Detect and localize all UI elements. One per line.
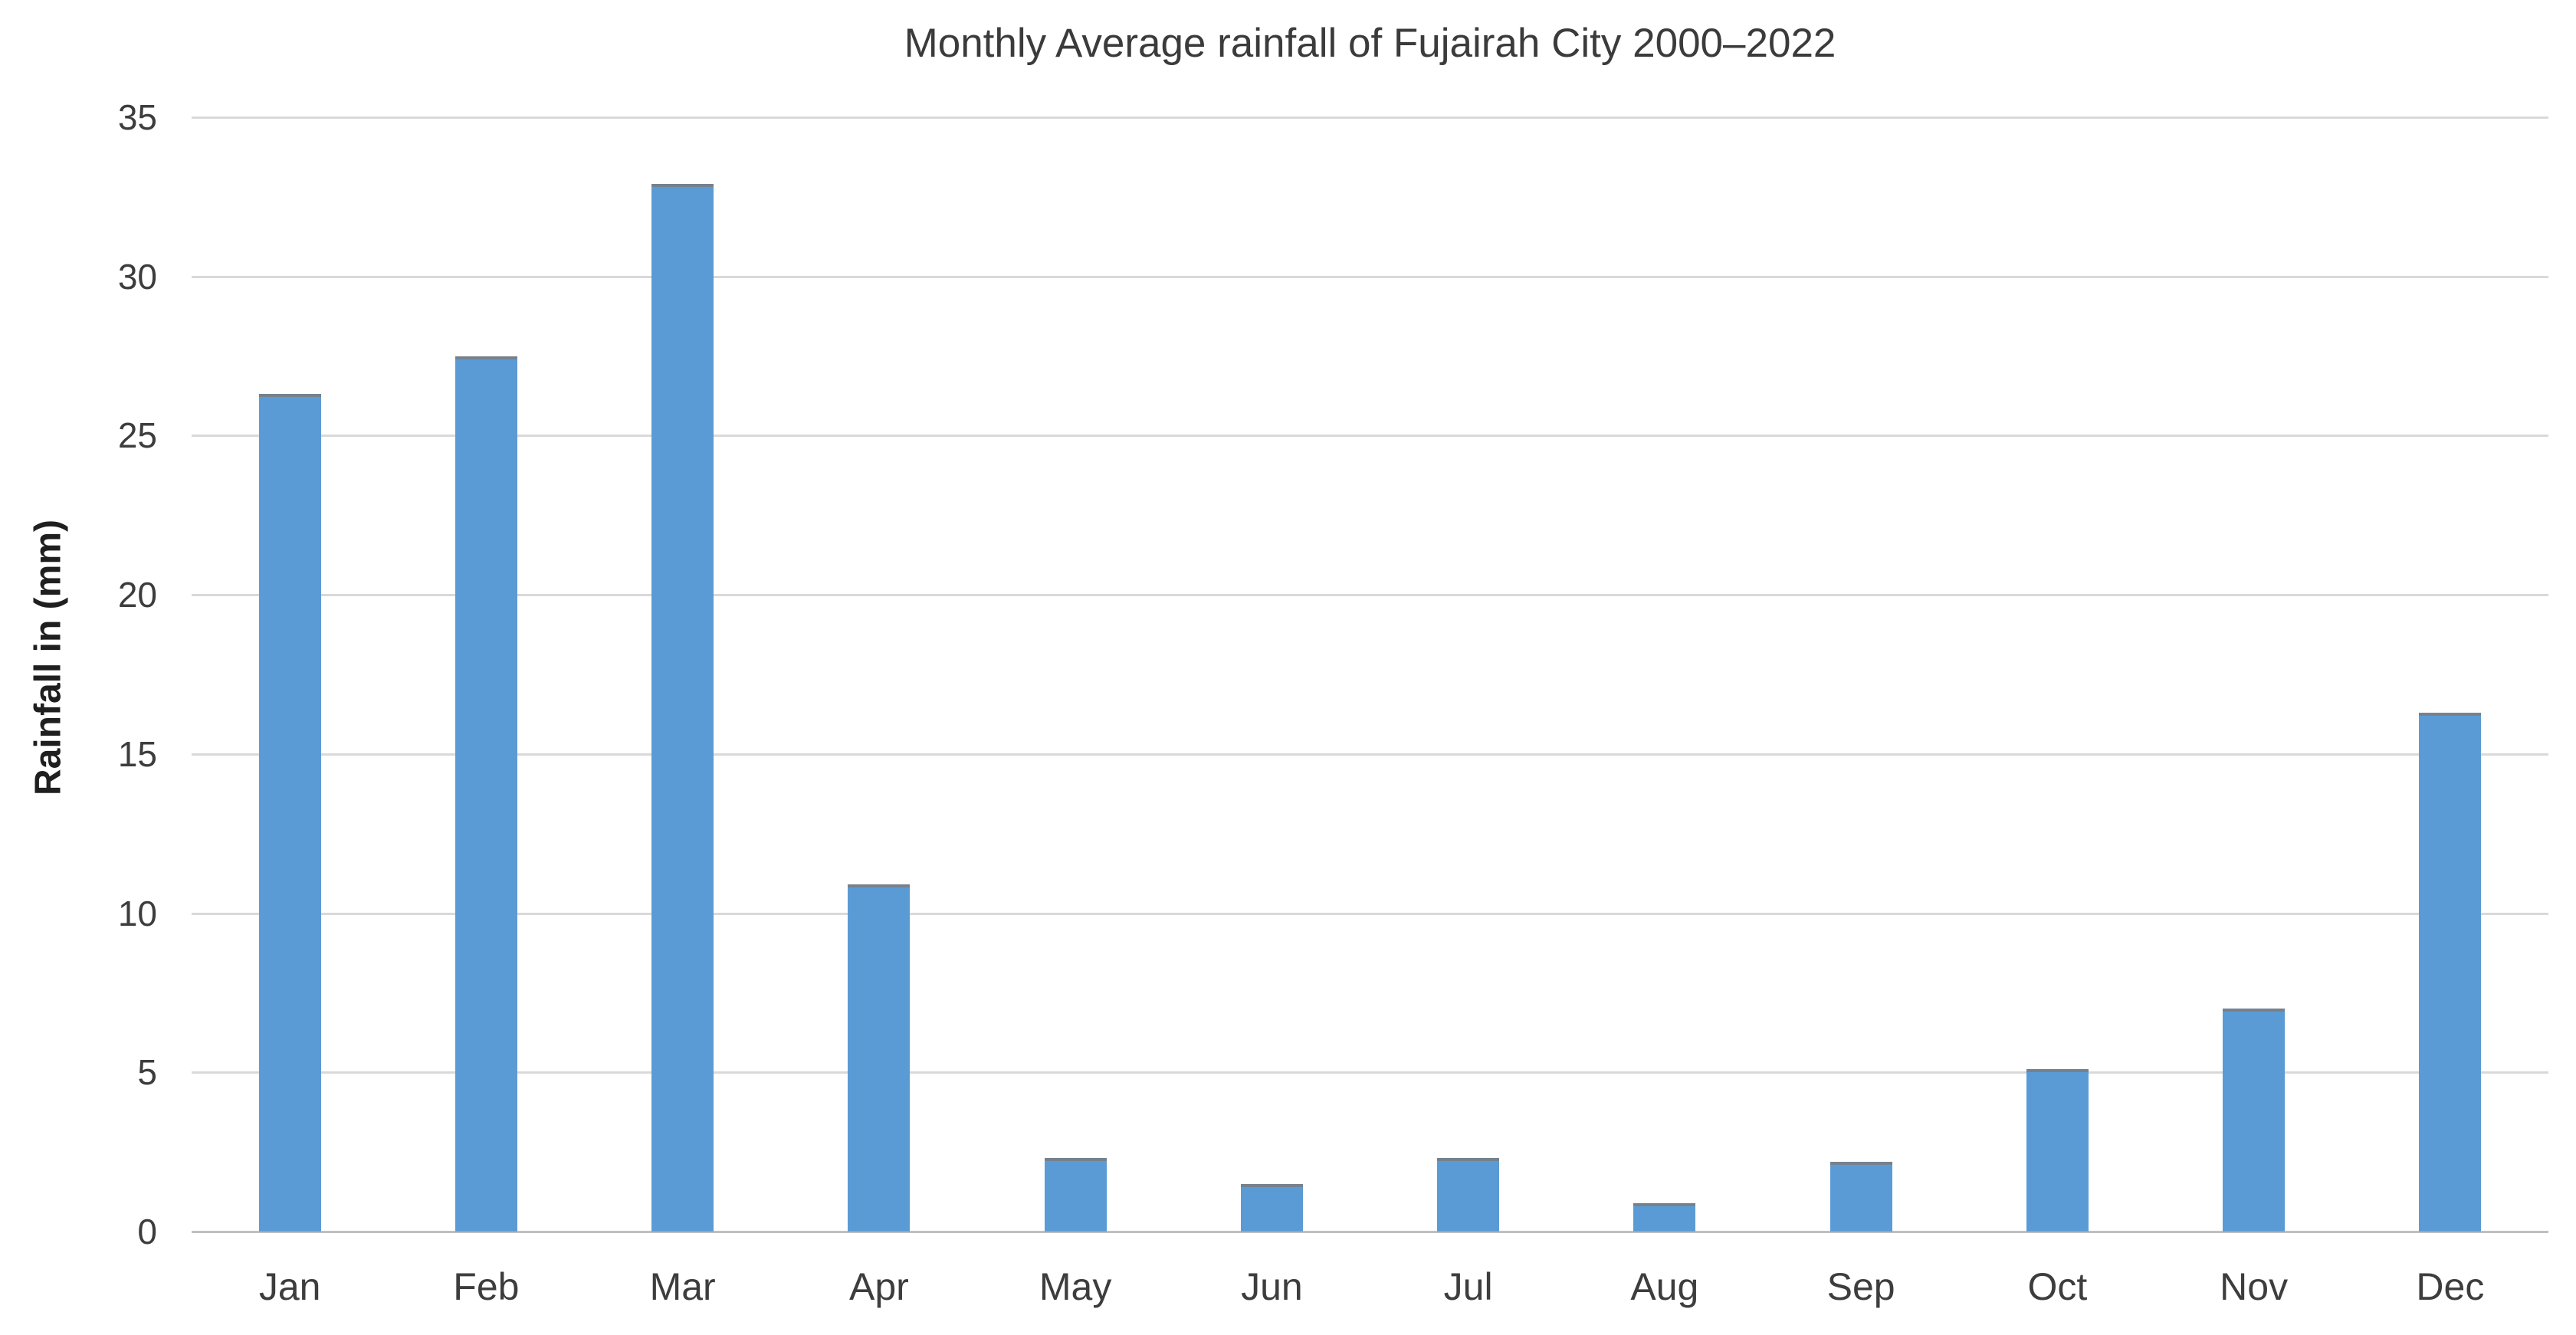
x-tick-label-nov: Nov — [2220, 1265, 2289, 1308]
x-tick-label-feb: Feb — [453, 1265, 520, 1308]
gridline-20 — [192, 594, 2548, 597]
x-tick-label-sep: Sep — [1826, 1265, 1895, 1308]
x-tick-label-aug: Aug — [1630, 1265, 1699, 1308]
y-tick-label-20: 20 — [117, 575, 157, 615]
gridline-35 — [192, 116, 2548, 119]
chart-title: Monthly Average rainfall of Fujairah Cit… — [904, 21, 1836, 66]
gridline-30 — [192, 275, 2548, 278]
gridline-15 — [192, 753, 2548, 756]
y-tick-label-25: 25 — [117, 415, 157, 456]
x-tick-label-oct: Oct — [2027, 1265, 2088, 1308]
bar-nov — [2223, 1009, 2286, 1232]
gridline-5 — [192, 1071, 2548, 1074]
x-tick-label-jun: Jun — [1241, 1265, 1303, 1308]
x-tick-label-mar: Mar — [649, 1265, 716, 1308]
y-tick-label-0: 0 — [137, 1212, 157, 1251]
bar-feb — [454, 356, 517, 1232]
bar-aug — [1633, 1202, 1696, 1232]
x-tick-label-jul: Jul — [1443, 1265, 1493, 1308]
x-tick-label-jan: Jan — [258, 1265, 321, 1308]
bar-jul — [1437, 1158, 1500, 1232]
gridline-10 — [192, 912, 2548, 915]
x-axis-line — [192, 1231, 2548, 1233]
bar-mar — [651, 184, 714, 1232]
x-tick-label-may: May — [1039, 1265, 1112, 1308]
bar-jun — [1240, 1183, 1303, 1232]
bar-apr — [848, 884, 911, 1232]
x-tick-label-dec: Dec — [2416, 1265, 2485, 1308]
y-tick-label-30: 30 — [117, 256, 157, 297]
y-tick-label-5: 5 — [137, 1052, 157, 1093]
y-tick-label-10: 10 — [117, 893, 157, 933]
bar-jan — [258, 394, 321, 1232]
bar-sep — [1829, 1161, 1892, 1232]
x-tick-label-apr: Apr — [848, 1265, 909, 1308]
gridline-25 — [192, 435, 2548, 438]
bar-oct — [2026, 1069, 2089, 1232]
plot-area — [192, 116, 2548, 1233]
bar-dec — [2419, 712, 2482, 1232]
y-tick-label-15: 15 — [117, 733, 157, 774]
bar-may — [1044, 1158, 1107, 1232]
y-tick-label-35: 35 — [117, 97, 157, 137]
